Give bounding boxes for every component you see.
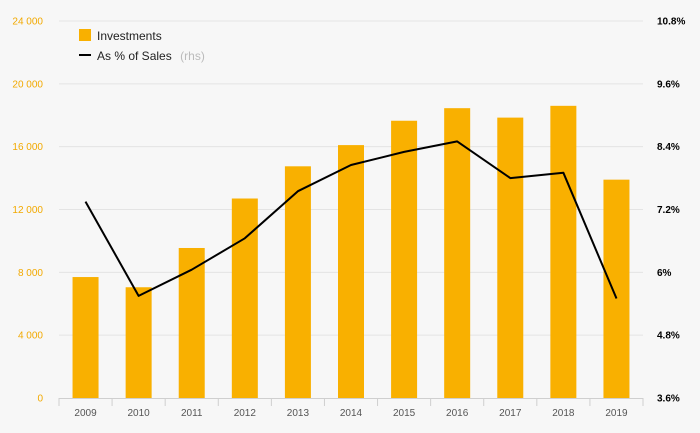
left-tick-label: 4 000 <box>18 331 43 342</box>
x-tick-label: 2015 <box>393 408 416 419</box>
x-tick-label: 2013 <box>287 408 310 419</box>
left-axis-ticks: 0 4 000 8 000 12 000 16 000 20 000 24 000 <box>12 17 43 405</box>
right-tick-label: 3.6% <box>657 394 680 405</box>
bar-2015 <box>391 120 418 398</box>
right-tick-label: 9.6% <box>657 79 680 90</box>
x-tick-label: 2011 <box>181 408 203 419</box>
x-tick-label: 2019 <box>605 408 628 419</box>
bar-2009 <box>72 277 99 398</box>
right-tick-label: 4.8% <box>657 331 680 342</box>
right-tick-label: 7.2% <box>657 205 680 216</box>
left-tick-label: 0 <box>37 394 43 405</box>
x-tick-label: 2016 <box>446 408 469 419</box>
right-tick-label: 8.4% <box>657 142 680 153</box>
legend-swatch-investments <box>79 29 91 41</box>
bar-2017 <box>497 117 524 398</box>
bar-2019 <box>603 179 630 398</box>
x-tick-label: 2009 <box>74 408 97 419</box>
bar-series-investments <box>72 105 630 399</box>
legend-label-rhs-note: (rhs) <box>180 49 205 63</box>
bar-2014 <box>338 145 364 398</box>
bar-2012 <box>231 198 258 398</box>
left-tick-label: 16 000 <box>12 142 43 153</box>
legend-label-investments: Investments <box>97 29 162 43</box>
bar-2016 <box>444 108 471 399</box>
line-percent-of-sales <box>84 140 618 299</box>
right-tick-label: 10.8% <box>657 17 685 28</box>
x-tick-label: 2010 <box>128 408 151 419</box>
legend-label-percent-of-sales-text: As % of Sales <box>97 49 172 63</box>
x-axis: 2009 2010 2011 2012 2013 2014 2015 2016 2017 2018… <box>58 398 644 419</box>
right-axis-ticks: 3.6% 4.8% 6% 7.2% 8.4% 9.6% 10.8% <box>657 17 685 405</box>
x-tick-label: 2018 <box>552 408 575 419</box>
left-tick-label: 8 000 <box>18 268 43 279</box>
x-tick-label: 2017 <box>499 408 522 419</box>
legend-label-percent-of-sales: As % of Sales (rhs) <box>97 47 205 64</box>
left-tick-label: 20 000 <box>12 79 43 90</box>
x-tick-label: 2012 <box>234 408 257 419</box>
left-tick-label: 12 000 <box>12 205 43 216</box>
left-tick-label: 24 000 <box>12 17 43 28</box>
x-tick-label: 2014 <box>340 408 363 419</box>
bar-2013 <box>284 166 311 398</box>
line-series-percent-of-sales <box>84 140 618 299</box>
legend: Investments As % of Sales (rhs) <box>79 29 205 64</box>
bar-2010 <box>125 287 152 398</box>
right-tick-label: 6% <box>657 268 672 279</box>
bar-2018 <box>550 105 577 398</box>
